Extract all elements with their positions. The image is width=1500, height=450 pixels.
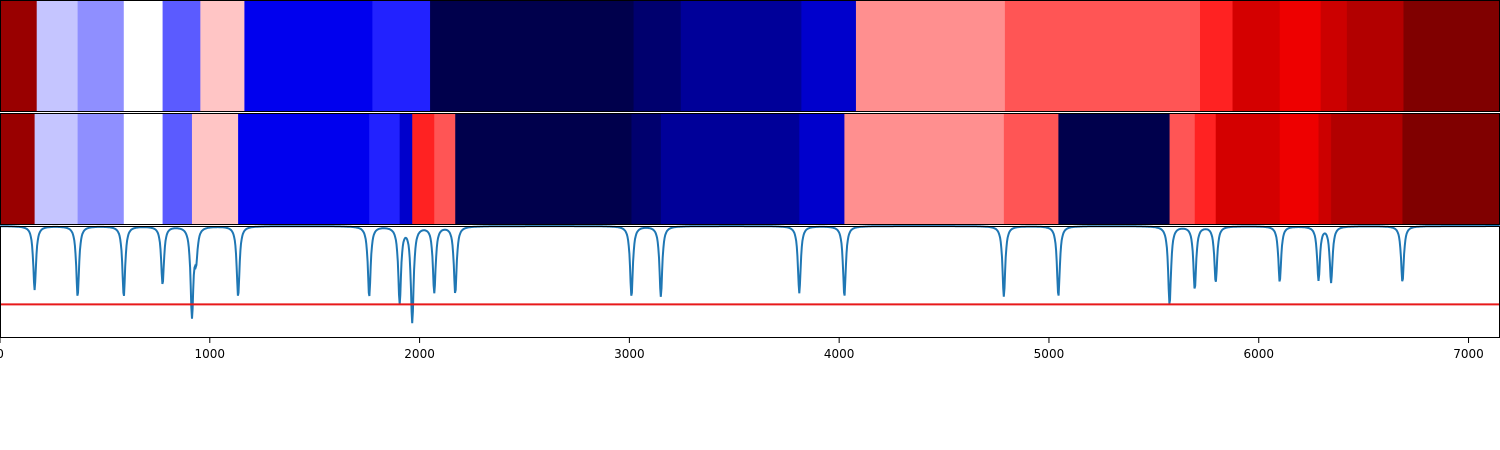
x-tick-label: 7000 (1453, 347, 1484, 361)
heat-cell (123, 113, 164, 225)
heatmap-rows (0, 0, 1500, 225)
x-tick-label: 2000 (404, 347, 435, 361)
x-tick-label: 0 (0, 347, 4, 361)
heat-cell (0, 113, 36, 225)
heat-cell (801, 0, 857, 112)
heat-cell (660, 113, 800, 225)
heat-cell (1200, 0, 1234, 112)
heat-cell (0, 0, 38, 112)
heat-cell (1279, 0, 1322, 112)
heat-cell (1004, 0, 1201, 112)
series-line (0, 225, 1500, 324)
heat-cell (162, 113, 193, 225)
heat-cell (1403, 0, 1500, 112)
x-axis: 0 1000 2000 3000 4000 5000 6000 7000 (0, 0, 1500, 361)
heat-cell (631, 113, 662, 225)
heat-cell (191, 113, 239, 225)
heat-cell (369, 113, 401, 225)
heat-cell (799, 113, 845, 225)
heat-cell (34, 113, 79, 225)
heat-cell (1194, 113, 1217, 225)
heat-cell (1320, 0, 1348, 112)
x-tick-label: 6000 (1243, 347, 1274, 361)
heat-cell (412, 113, 435, 225)
heat-cell (855, 0, 1006, 112)
heat-cell (399, 113, 413, 225)
line-panel (0, 225, 1500, 324)
heat-cell (77, 0, 125, 112)
x-tick-label: 3000 (614, 347, 645, 361)
heat-cell (844, 113, 1005, 225)
heat-cell (430, 0, 635, 112)
heat-cell (680, 0, 802, 112)
heat-cell (1402, 113, 1500, 225)
heat-cell (1279, 113, 1320, 225)
heat-cell (1232, 0, 1281, 112)
x-tick-label: 4000 (824, 347, 855, 361)
heat-cell (77, 113, 125, 225)
heat-cell (1318, 113, 1332, 225)
heat-cell (1215, 113, 1281, 225)
x-tick-label: 5000 (1034, 347, 1065, 361)
heat-cell (1331, 113, 1403, 225)
heat-cell (1058, 113, 1171, 225)
heat-cell (123, 0, 164, 112)
heat-cell (1003, 113, 1059, 225)
heat-cell (36, 0, 79, 112)
heat-cell (455, 113, 632, 225)
heat-cell (1346, 0, 1404, 112)
panel-frame (0, 226, 1500, 338)
x-tick-label: 1000 (195, 347, 226, 361)
heat-cell (162, 0, 201, 112)
heat-cell (1169, 113, 1196, 225)
heat-cell (434, 113, 456, 225)
heat-cell (372, 0, 431, 112)
heat-cell (633, 0, 682, 112)
heat-cell (200, 0, 245, 112)
heat-cell (244, 0, 373, 112)
heat-cell (238, 113, 370, 225)
